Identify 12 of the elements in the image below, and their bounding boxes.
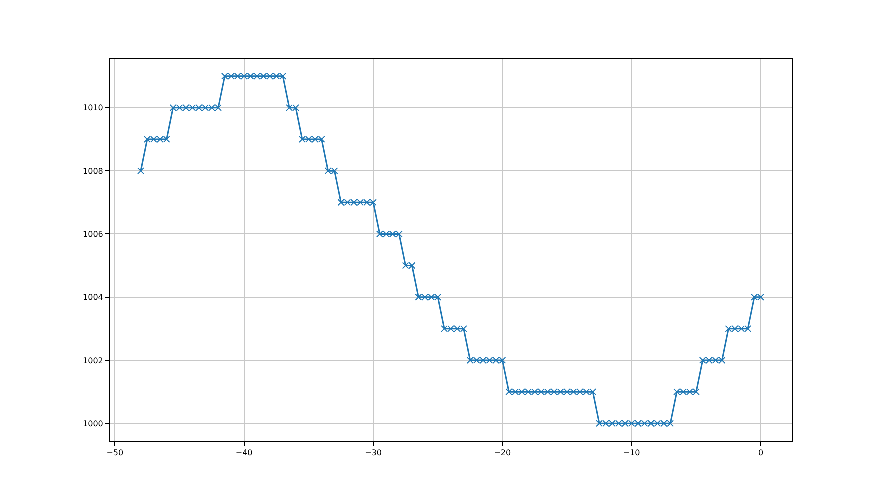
x-tick-label: −30 xyxy=(365,448,382,458)
y-tick-label: 1002 xyxy=(83,356,104,366)
x-tick-label: −10 xyxy=(623,448,640,458)
y-tick-label: 1006 xyxy=(83,230,104,240)
x-tick-label: 0 xyxy=(758,448,764,458)
y-tick-label: 1010 xyxy=(83,104,104,113)
y-tick-label: 1000 xyxy=(83,419,104,428)
x-tick-label: −50 xyxy=(106,448,124,458)
x-tick-label: −20 xyxy=(494,448,512,458)
y-tick-label: 1008 xyxy=(83,166,104,176)
y-tick-label: 1004 xyxy=(83,293,104,302)
x-tick-label: −40 xyxy=(236,448,253,458)
